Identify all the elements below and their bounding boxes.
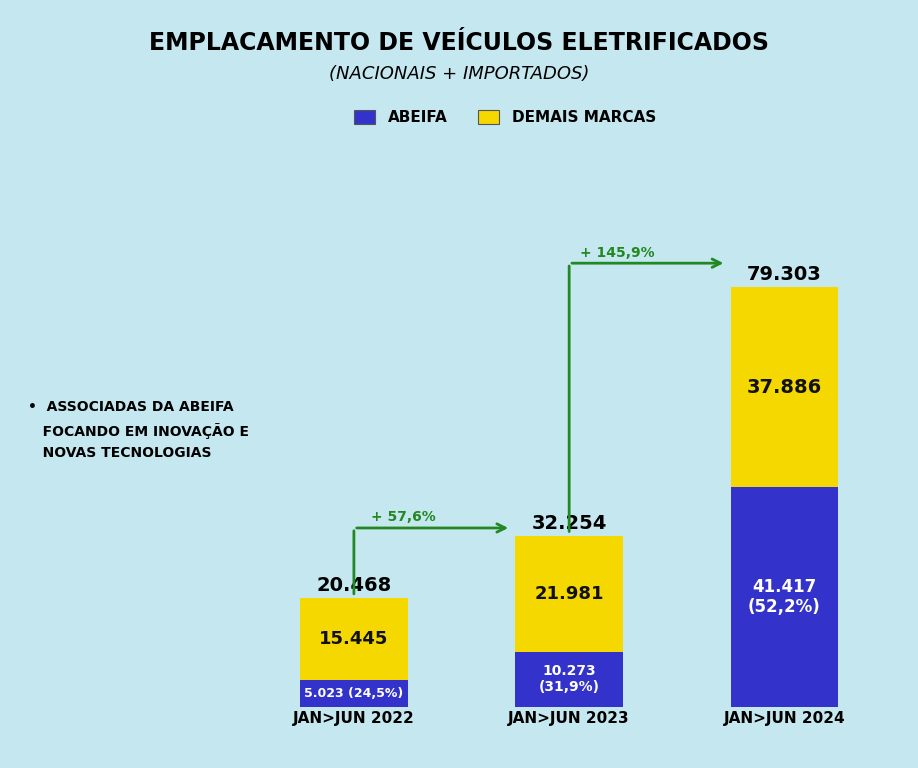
Bar [515,652,623,707]
Text: + 145,9%: + 145,9% [580,246,655,260]
Text: 10.273
(31,9%): 10.273 (31,9%) [539,664,599,694]
Text: 32.254: 32.254 [532,514,607,533]
Text: 41.417
(52,2%): 41.417 (52,2%) [748,578,821,617]
Text: 20.468: 20.468 [317,576,392,595]
Text: 79.303: 79.303 [747,265,822,284]
Bar [300,680,408,707]
Text: + 57,6%: + 57,6% [371,510,436,525]
Text: 5.023 (24,5%): 5.023 (24,5%) [304,687,404,700]
Text: 15.445: 15.445 [319,630,388,648]
Bar [731,287,838,488]
Text: •  ASSOCIADAS DA ABEIFA
   FOCANDO EM INOVAÇÃO E
   NOVAS TECNOLOGIAS: • ASSOCIADAS DA ABEIFA FOCANDO EM INOVAÇ… [28,399,249,461]
Text: EMPLACAMENTO DE VEÍCULOS ELETRIFICADOS: EMPLACAMENTO DE VEÍCULOS ELETRIFICADOS [149,31,769,55]
Bar [515,536,623,652]
Legend: ABEIFA, DEMAIS MARCAS: ABEIFA, DEMAIS MARCAS [348,104,662,131]
Text: 21.981: 21.981 [534,585,604,603]
Bar [731,488,838,707]
Text: (NACIONAIS + IMPORTADOS): (NACIONAIS + IMPORTADOS) [329,65,589,83]
Text: 37.886: 37.886 [746,378,822,397]
Bar [300,598,408,680]
